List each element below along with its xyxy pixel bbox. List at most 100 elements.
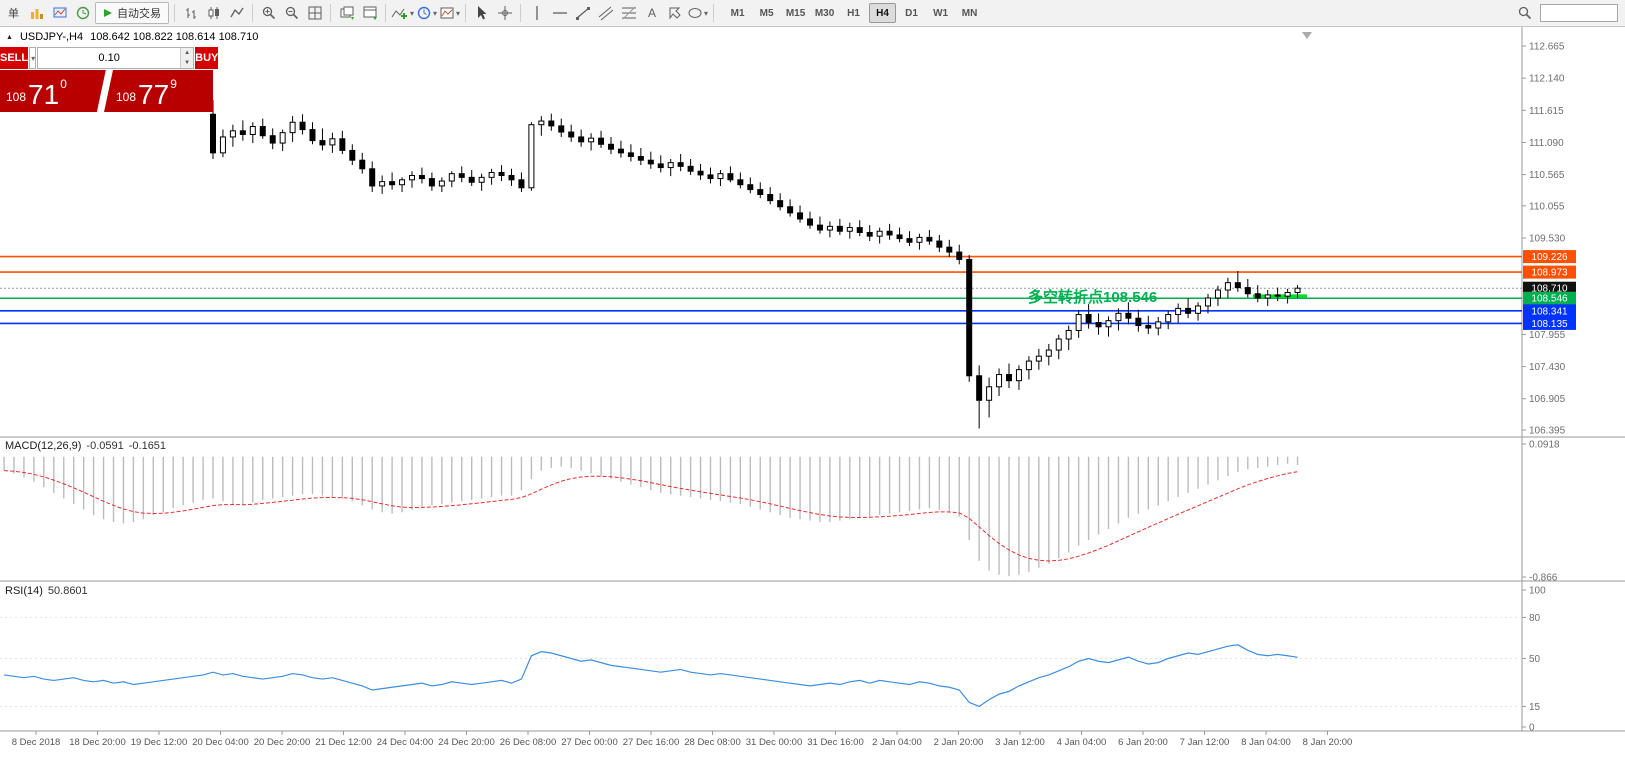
periods-button[interactable]: ▾ [416,2,437,24]
candlestick-chart-type-icon[interactable] [203,2,224,24]
vertical-line-tool-icon[interactable] [526,2,547,24]
cascade-windows-icon[interactable] [336,2,357,24]
candle-body [478,176,485,183]
price-tag-label: 108.973 [1531,268,1568,279]
price-axis-label: 109.530 [1529,233,1566,244]
time-axis-label: 4 Jan 04:00 [1057,737,1107,748]
buy-button[interactable]: BUY [195,47,219,69]
volume-up-button[interactable]: ▲ [181,48,194,58]
tile-windows-icon[interactable] [304,2,325,24]
toolbar-separator [385,4,386,22]
sell-price-display[interactable]: 108 71 0 [0,70,103,112]
candle-body [856,227,863,233]
search-icon[interactable] [1514,2,1535,24]
candle-body [1264,294,1271,299]
chart-canvas[interactable]: 112.665 112.140 111.615 111.090 110.565 110.0… [0,27,1625,774]
chart-shift-marker[interactable] [1302,32,1312,39]
candle-body [1025,360,1032,371]
timeframe-m30-button[interactable]: M30 [814,7,835,19]
toolbar: 单 自动交易 ▾ ▾ [0,0,1625,27]
candle-body [687,165,694,172]
candle-body [219,136,226,154]
resistance-line-1-tag [1523,250,1576,264]
timeframe-m1-button[interactable]: M1 [730,7,745,19]
line-chart-type-icon[interactable] [226,2,247,24]
play-icon [104,9,112,17]
timeframe-d1-button[interactable]: D1 [905,7,918,19]
fibonacci-tool-icon[interactable] [618,2,639,24]
horizontal-line-tool-icon[interactable] [549,2,570,24]
candle-body [359,159,366,170]
candle-body [657,163,664,169]
collapse-triangle-icon[interactable]: ▲ [6,33,13,41]
market-watch-icon[interactable] [72,2,93,24]
search-input[interactable] [1540,4,1618,22]
toolbar-separator [520,4,522,22]
crosshair-icon[interactable] [494,2,515,24]
current-price-line-tag [1523,281,1576,295]
shapes-tool-icon[interactable]: ▾ [687,2,708,24]
indicators-button[interactable]: ▾ [391,2,414,24]
zoom-out-icon[interactable] [281,2,302,24]
toolbar-separator [174,4,175,22]
price-axis-label: 110.565 [1529,170,1565,181]
chevron-down-icon: ▾ [704,8,709,18]
search-area [1514,2,1622,24]
arrow-label-tool-icon[interactable] [664,2,685,24]
candle-body [1015,369,1022,382]
timeframe-mn-button[interactable]: MN [961,7,978,19]
volume-input[interactable] [38,48,181,68]
candle-body [548,120,555,127]
candle-body [787,206,794,214]
timeframe-h1-button[interactable]: H1 [847,7,860,19]
candle-body [866,231,873,237]
candle-body [1224,282,1231,291]
arrange-windows-icon[interactable] [359,2,380,24]
pivot-line-tag [1523,291,1576,305]
rsi-axis-label: 100 [1529,586,1546,597]
volume-down-button[interactable]: ▼ [181,58,194,68]
candle-body [986,386,993,401]
candle-body [1075,314,1082,331]
channel-tool-icon[interactable] [595,2,616,24]
price-axis-label: 107.955 [1529,330,1566,341]
timeframe-h4-button[interactable]: H4 [869,3,897,23]
candle-body [229,130,236,138]
candle-body [508,175,515,181]
sell-button[interactable]: SELL [0,47,29,69]
autotrading-button[interactable]: 自动交易 [95,2,169,24]
timeframe-m15-button[interactable]: M15 [785,7,806,19]
timeframe-w1-button[interactable]: W1 [933,7,949,19]
candle-body [1284,291,1291,297]
candle-body [936,240,943,248]
macd-name: MACD(12,26,9) [5,440,82,452]
profiles-icon[interactable] [49,2,70,24]
templates-button[interactable]: ▾ [439,2,460,24]
candle-body [1006,374,1012,382]
pivot-annotation-text: 多空转折点108.546 [1028,289,1158,306]
price-axis-label: 110.055 [1529,201,1565,212]
cursor-icon[interactable] [471,2,492,24]
bar-chart-type-icon[interactable] [180,2,201,24]
rsi-axis-label: 15 [1529,702,1541,713]
time-axis-label: 31 Dec 00:00 [746,737,803,748]
zoom-in-icon[interactable] [258,2,279,24]
candle-body [448,173,455,182]
candle-body [289,121,296,134]
candle-body [538,120,545,126]
candle-body [259,126,266,137]
charts-icon[interactable] [26,2,47,24]
buy-price-display[interactable]: 108 77 9 [103,70,213,112]
candle-body [1244,287,1251,295]
timeframe-m5-button[interactable]: M5 [759,7,774,19]
trendline-tool-icon[interactable] [572,2,593,24]
order-type-dropdown[interactable]: ▾ [29,47,37,69]
symbol-info: ▲ USDJPY-,H4 108.642 108.822 108.614 108… [6,31,258,43]
candle-body [956,251,963,260]
volume-spinner: ▲ ▼ [180,48,194,68]
new-order-button[interactable]: 单 [8,8,19,20]
toolbar-separator [252,4,253,22]
macd-value: -0.0591 [86,440,124,452]
candle-body [916,236,923,243]
text-tool-icon[interactable]: A [641,2,662,24]
